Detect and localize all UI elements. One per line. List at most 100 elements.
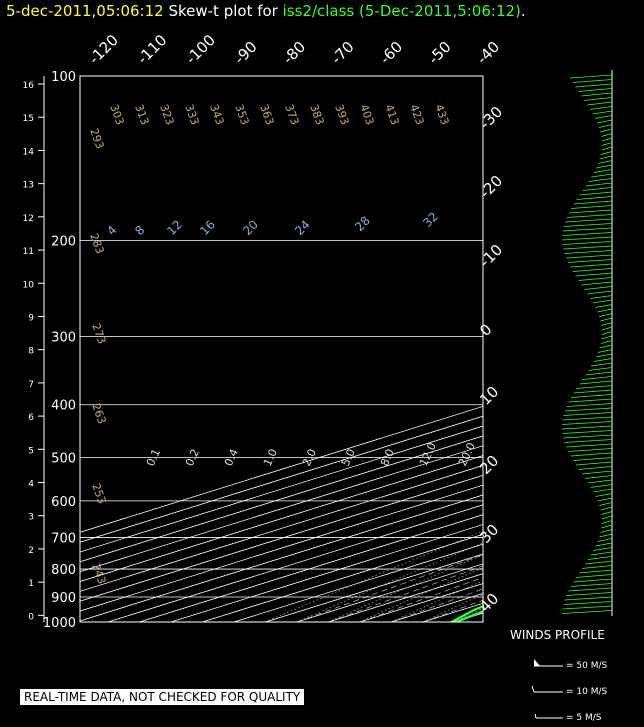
wind-barb: [570, 583, 613, 587]
wind-barb: [576, 385, 613, 389]
top-temp-label: -110: [134, 31, 171, 68]
theta-label: 383: [307, 103, 326, 127]
isotherm-line: [233, 543, 483, 622]
moist-adiabat-label: 20.0: [456, 441, 478, 469]
wind-legend-5: = 5 M/S: [566, 713, 602, 723]
pressure-label: 300: [51, 331, 76, 346]
height-label: 13: [23, 181, 34, 191]
wind-barb: [564, 439, 613, 443]
pressure-label: 800: [51, 563, 76, 578]
wind-barb: [593, 358, 613, 362]
top-temp-label: -100: [182, 31, 219, 68]
dry-adiabat: [264, 530, 483, 622]
theta-label: 393: [332, 103, 351, 127]
wind-legend-50-flag: [534, 659, 540, 666]
height-label: 3: [28, 513, 34, 523]
wind-barb: [601, 146, 613, 151]
wind-barb: [601, 133, 613, 137]
theta-label: 373: [282, 103, 301, 127]
top-temp-label: -80: [279, 38, 309, 68]
wind-barb: [597, 497, 613, 502]
mixing-ratio-line: [296, 554, 483, 622]
wind-barb: [590, 551, 613, 556]
wind-barb: [601, 322, 613, 326]
wind-barb: [593, 169, 613, 173]
wind-barb: [578, 569, 613, 574]
wind-barb: [573, 200, 613, 205]
height-label: 14: [23, 147, 35, 157]
wind-barb: [600, 506, 613, 511]
right-temp-label: 20: [476, 452, 502, 478]
wind-barb: [581, 565, 613, 569]
wind-barb: [588, 178, 613, 182]
wind-barb: [562, 416, 613, 421]
theta-label: 293: [87, 127, 106, 151]
right-temp-label: -30: [476, 103, 506, 133]
height-label: 1: [28, 579, 34, 589]
title-date: 5-dec-2011,05:06:12: [6, 2, 164, 20]
moist-adiabat-label: 0.2: [183, 447, 202, 468]
isotherm-line: [80, 455, 483, 582]
wind-barb: [570, 74, 613, 79]
isotherm-line: [80, 474, 483, 602]
wind-barb: [597, 538, 613, 542]
wind-barb: [575, 83, 613, 88]
wind-barb: [600, 151, 613, 155]
height-label: 7: [28, 380, 34, 390]
winds-profile-title: WINDS PROFILE: [510, 628, 605, 642]
wind-barb: [601, 331, 613, 335]
height-label: 12: [23, 214, 34, 224]
isotherm-line: [170, 524, 483, 622]
pressure-label: 700: [51, 531, 76, 546]
wind-barb: [599, 502, 613, 506]
theta-label: 423: [407, 103, 426, 127]
mixing-ratio-label: 24: [292, 217, 313, 238]
wind-barb: [598, 124, 613, 128]
height-label: 8: [28, 347, 34, 357]
wind-barb: [599, 313, 613, 317]
wind-barb: [562, 605, 613, 610]
dry-adiabat: [422, 593, 483, 622]
wind-barb: [601, 326, 613, 331]
wind-barb: [582, 376, 613, 380]
wind-barb: [570, 452, 613, 457]
wind-barb: [600, 529, 613, 533]
mixing-ratio-line: [359, 576, 483, 622]
wind-legend-10: = 10 M/S: [566, 687, 608, 697]
wind-barb: [562, 241, 613, 245]
mixing-ratio-label: 8: [132, 223, 147, 238]
wind-barb: [601, 335, 613, 340]
theta-label: 273: [89, 322, 108, 346]
chart-title: 5-dec-2011,05:06:12 Skew-t plot for iss2…: [6, 2, 526, 20]
wind-barb: [584, 475, 613, 479]
wind-barb: [576, 574, 613, 578]
plot-interior: [80, 405, 483, 622]
wind-barb: [597, 119, 613, 124]
theta-label: 243: [89, 562, 108, 586]
wind-barb: [592, 110, 613, 115]
wind-barb: [587, 556, 613, 560]
wind-barb: [575, 272, 613, 277]
isotherm-line: [202, 533, 483, 622]
right-temp-label: 30: [476, 521, 502, 547]
wind-barb: [564, 596, 613, 601]
wind-barb: [599, 344, 613, 349]
wind-barb: [567, 259, 613, 263]
wind-barb: [573, 578, 613, 583]
wind-barb: [562, 610, 613, 614]
wind-barb: [563, 434, 613, 439]
dry-adiabat: [327, 554, 483, 622]
wind-barb: [594, 115, 613, 119]
isotherm-line: [80, 425, 483, 553]
wind-barb: [600, 317, 613, 322]
wind-barb: [584, 97, 613, 101]
wind-barb: [595, 353, 613, 358]
wind-barb: [585, 182, 613, 187]
moist-adiabat-label: 2.0: [300, 447, 319, 468]
wind-barb: [581, 92, 613, 97]
wind-barb: [582, 187, 613, 191]
wind-barb: [587, 101, 613, 106]
height-label: 0: [28, 612, 34, 622]
